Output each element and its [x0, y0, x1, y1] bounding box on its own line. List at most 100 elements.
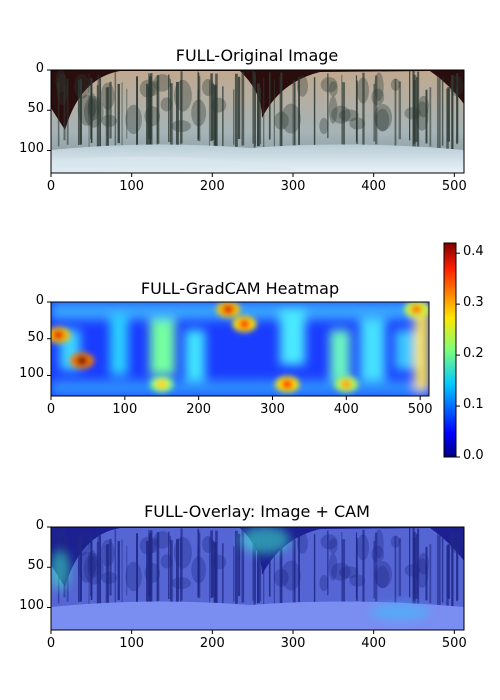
x-tick-label: 100: [119, 636, 144, 651]
tree-foliage: [125, 105, 142, 134]
colorbar-tick-label: 0.2: [463, 346, 484, 361]
tree-trunk: [314, 77, 315, 152]
x-tick-label: 400: [361, 636, 386, 651]
tree-trunk: [269, 72, 271, 139]
x-tick-label: 0: [47, 636, 55, 651]
tree-trunk: [399, 81, 401, 139]
x-tick-label: 400: [361, 179, 386, 194]
tree-foliage: [74, 74, 90, 99]
x-tick-label: 500: [442, 636, 467, 651]
x-tick-label: 100: [112, 402, 137, 417]
tree-trunk: [115, 72, 117, 148]
tree-foliage: [84, 96, 104, 128]
tree-trunk: [260, 88, 261, 145]
hotspot-core: [340, 379, 352, 389]
x-tick-label: 100: [119, 179, 144, 194]
colorbar-tick-label: 0.4: [463, 244, 484, 259]
hotspot-core: [76, 356, 88, 366]
gradcam-heatmap: [46, 301, 429, 396]
x-tick-label: 500: [408, 402, 433, 417]
tree-foliage: [357, 77, 369, 103]
x-tick-label: 500: [442, 179, 467, 194]
y-tick-label: 100: [19, 366, 44, 381]
y-tick-label: 100: [19, 598, 44, 613]
tree-foliage: [329, 96, 338, 124]
tree-trunk: [274, 79, 275, 150]
x-tick-label: 300: [281, 636, 306, 651]
overlay-title: FULL-Overlay: Image + CAM: [144, 502, 370, 521]
tree-foliage: [101, 115, 117, 127]
hotspot-core: [238, 319, 250, 329]
colorbar: [444, 243, 460, 457]
y-tick-label: 100: [19, 141, 44, 156]
tree-trunk: [118, 84, 120, 143]
tree-foliage: [202, 79, 214, 96]
tree-foliage: [321, 77, 338, 92]
tree-trunk: [280, 72, 282, 147]
x-tick-label: 300: [260, 402, 285, 417]
panel-overlay: [50, 526, 464, 630]
tree-foliage: [339, 109, 359, 121]
tree-foliage: [450, 75, 464, 96]
overlay-image: [50, 526, 464, 630]
y-tick-label: 0: [36, 293, 44, 308]
tree-foliage: [171, 120, 190, 132]
tree-foliage: [153, 74, 170, 92]
tree-trunk: [233, 89, 234, 144]
tree-foliage: [297, 75, 308, 96]
hotspot-core: [52, 330, 64, 340]
hotspot-core: [281, 379, 293, 389]
tree-foliage: [391, 79, 401, 91]
x-tick-label: 300: [281, 179, 306, 194]
tree-foliage: [174, 80, 192, 112]
colorbar-tick-label: 0.1: [463, 397, 484, 412]
hotspot-core: [222, 304, 234, 314]
tree-trunk: [255, 76, 256, 146]
panel-original: [51, 70, 464, 173]
tree-foliage: [416, 101, 429, 130]
colorbar-tick-label: 0.0: [463, 448, 484, 463]
tree-trunk: [170, 79, 171, 142]
tree-foliage: [374, 72, 383, 101]
tree-foliage: [319, 118, 328, 134]
colorbar-tick-label: 0.3: [463, 295, 484, 310]
tree-trunk: [442, 79, 444, 146]
tree-trunk: [122, 82, 123, 151]
tree-foliage: [55, 70, 66, 93]
tree-trunk: [238, 77, 240, 139]
x-tick-label: 200: [200, 179, 225, 194]
original-title: FULL-Original Image: [176, 46, 338, 65]
colorbar-ticks: [456, 253, 460, 457]
heatmap-title: FULL-GradCAM Heatmap: [141, 279, 339, 298]
tree-trunk: [429, 87, 431, 146]
original-image: [51, 70, 464, 173]
x-tick-label: 400: [334, 402, 359, 417]
tree-foliage: [161, 97, 173, 111]
tree-trunk: [446, 89, 449, 150]
y-tick-label: 50: [27, 330, 44, 345]
colorbar-gradient: [444, 243, 456, 457]
tree-trunk: [438, 78, 441, 151]
x-tick-label: 0: [47, 179, 55, 194]
tree-trunk: [235, 74, 238, 147]
x-tick-label: 200: [200, 636, 225, 651]
x-tick-label: 0: [47, 402, 55, 417]
tree-foliage: [144, 106, 160, 126]
tree-foliage: [211, 98, 227, 113]
tree-foliage: [274, 112, 289, 130]
y-tick-label: 0: [36, 518, 44, 533]
tree-trunk: [252, 70, 254, 144]
tree-trunk: [437, 77, 438, 152]
tree-foliage: [191, 99, 206, 126]
x-tick-label: 200: [186, 402, 211, 417]
tree-trunk: [263, 78, 264, 150]
hotspot-core: [156, 379, 168, 389]
tree-trunk: [241, 72, 244, 145]
tree-trunk: [222, 86, 223, 146]
tree-foliage: [376, 109, 390, 132]
tree-trunk: [409, 70, 410, 140]
y-tick-label: 50: [27, 101, 44, 116]
y-tick-label: 0: [36, 61, 44, 76]
tree-trunk: [257, 84, 260, 147]
